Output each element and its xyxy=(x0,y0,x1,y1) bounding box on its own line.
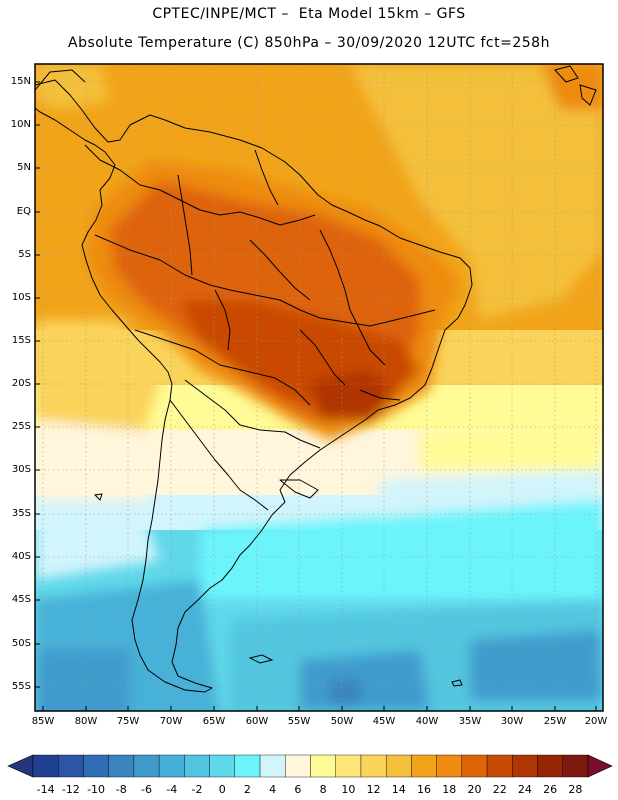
colorbar-label: 28 xyxy=(568,783,583,796)
colorbar-swatch xyxy=(385,754,412,778)
lat-label-40s: 40S xyxy=(11,551,31,562)
colorbar-label: 16 xyxy=(417,783,432,796)
colorbar-label: 18 xyxy=(442,783,457,796)
lat-label-10n: 10N xyxy=(10,119,31,130)
temperature-field xyxy=(35,64,603,711)
lat-label-5s: 5S xyxy=(18,249,31,260)
lon-label-35w: 35W xyxy=(458,716,482,727)
lat-label-15s: 15S xyxy=(11,335,31,346)
lon-label-40w: 40W xyxy=(415,716,439,727)
islands xyxy=(93,65,597,687)
colorbar-label: -14 xyxy=(36,783,55,796)
colorbar-label: -12 xyxy=(61,783,80,796)
lat-label-10s: 10S xyxy=(11,292,31,303)
lon-label-85w: 85W xyxy=(31,716,55,727)
colorbar-swatch xyxy=(436,754,463,778)
colorbar-swatch xyxy=(259,754,286,778)
lon-label-80w: 80W xyxy=(74,716,98,727)
lon-label-60w: 60W xyxy=(245,716,269,727)
lon-label-70w: 70W xyxy=(159,716,183,727)
colorbar-label: 4 xyxy=(269,783,277,796)
coastlines xyxy=(35,69,473,693)
colorbar-swatch xyxy=(310,754,336,778)
colorbar-end-low xyxy=(7,754,34,778)
title-line-2: Absolute Temperature (C) 850hPa – 30/09/… xyxy=(68,35,550,51)
colorbar-swatch xyxy=(562,754,589,778)
title-line-1: CPTEC/INPE/MCT – Eta Model 15km – GFS xyxy=(152,6,466,22)
colorbar-label: -2 xyxy=(191,783,203,796)
map-border xyxy=(34,63,604,712)
lat-label-55s: 55S xyxy=(11,681,31,692)
colorbar-label: -10 xyxy=(87,783,106,796)
colorbar-label: 14 xyxy=(391,783,406,796)
colorbar-swatch xyxy=(360,754,387,778)
colorbar-swatch xyxy=(184,754,210,778)
colorbar-label: 8 xyxy=(319,783,327,796)
lat-label-25s: 25S xyxy=(11,421,31,432)
colorbar-label: -6 xyxy=(141,783,152,796)
lon-label-65w: 65W xyxy=(202,716,226,727)
lon-label-30w: 30W xyxy=(500,716,524,727)
colorbar-swatch xyxy=(32,754,59,778)
lat-label-35s: 35S xyxy=(11,508,31,519)
colorbar-swatch xyxy=(335,754,362,778)
colorbar-swatch xyxy=(234,754,261,778)
colorbar-label: -8 xyxy=(115,783,127,796)
lat-label-20s: 20S xyxy=(11,378,31,389)
lat-label-eq: EQ xyxy=(16,206,31,217)
colorbar-label: 20 xyxy=(467,783,482,796)
colorbar xyxy=(7,754,613,778)
colorbar-swatch xyxy=(158,754,185,778)
colorbar-swatch xyxy=(58,754,84,778)
lon-label-75w: 75W xyxy=(116,716,140,727)
graticule xyxy=(35,64,603,711)
colorbar-swatch xyxy=(537,754,563,778)
lat-label-15n: 15N xyxy=(10,76,31,87)
colorbar-swatch xyxy=(133,754,160,778)
lat-label-30s: 30S xyxy=(11,464,31,475)
colorbar-label: -4 xyxy=(166,783,178,796)
colorbar-label: 26 xyxy=(543,783,558,796)
colorbar-label: 12 xyxy=(366,783,381,796)
colorbar-swatch xyxy=(285,754,311,778)
lat-label-5n: 5N xyxy=(17,162,31,173)
colorbar-label: 22 xyxy=(492,783,507,796)
axis-ticks xyxy=(35,81,597,711)
colorbar-swatch xyxy=(411,754,437,778)
colorbar-swatch xyxy=(486,754,513,778)
lon-label-55w: 55W xyxy=(287,716,311,727)
lon-label-25w: 25W xyxy=(543,716,567,727)
colorbar-label: 2 xyxy=(243,783,251,796)
colorbar-swatch xyxy=(512,754,538,778)
lon-label-45w: 45W xyxy=(372,716,396,727)
lat-label-45s: 45S xyxy=(11,594,31,605)
colorbar-label: 10 xyxy=(341,783,356,796)
colorbar-swatch xyxy=(108,754,135,778)
colorbar-end-high xyxy=(587,754,613,778)
colorbar-swatch xyxy=(83,754,109,778)
colorbar-swatch xyxy=(461,754,488,778)
lon-label-20w: 20W xyxy=(584,716,608,727)
colorbar-label: 6 xyxy=(294,783,302,796)
lat-label-50s: 50S xyxy=(11,638,31,649)
colorbar-label: 0 xyxy=(218,783,226,796)
lon-label-50w: 50W xyxy=(330,716,354,727)
colorbar-label: 24 xyxy=(517,783,532,796)
colorbar-swatch xyxy=(209,754,236,778)
